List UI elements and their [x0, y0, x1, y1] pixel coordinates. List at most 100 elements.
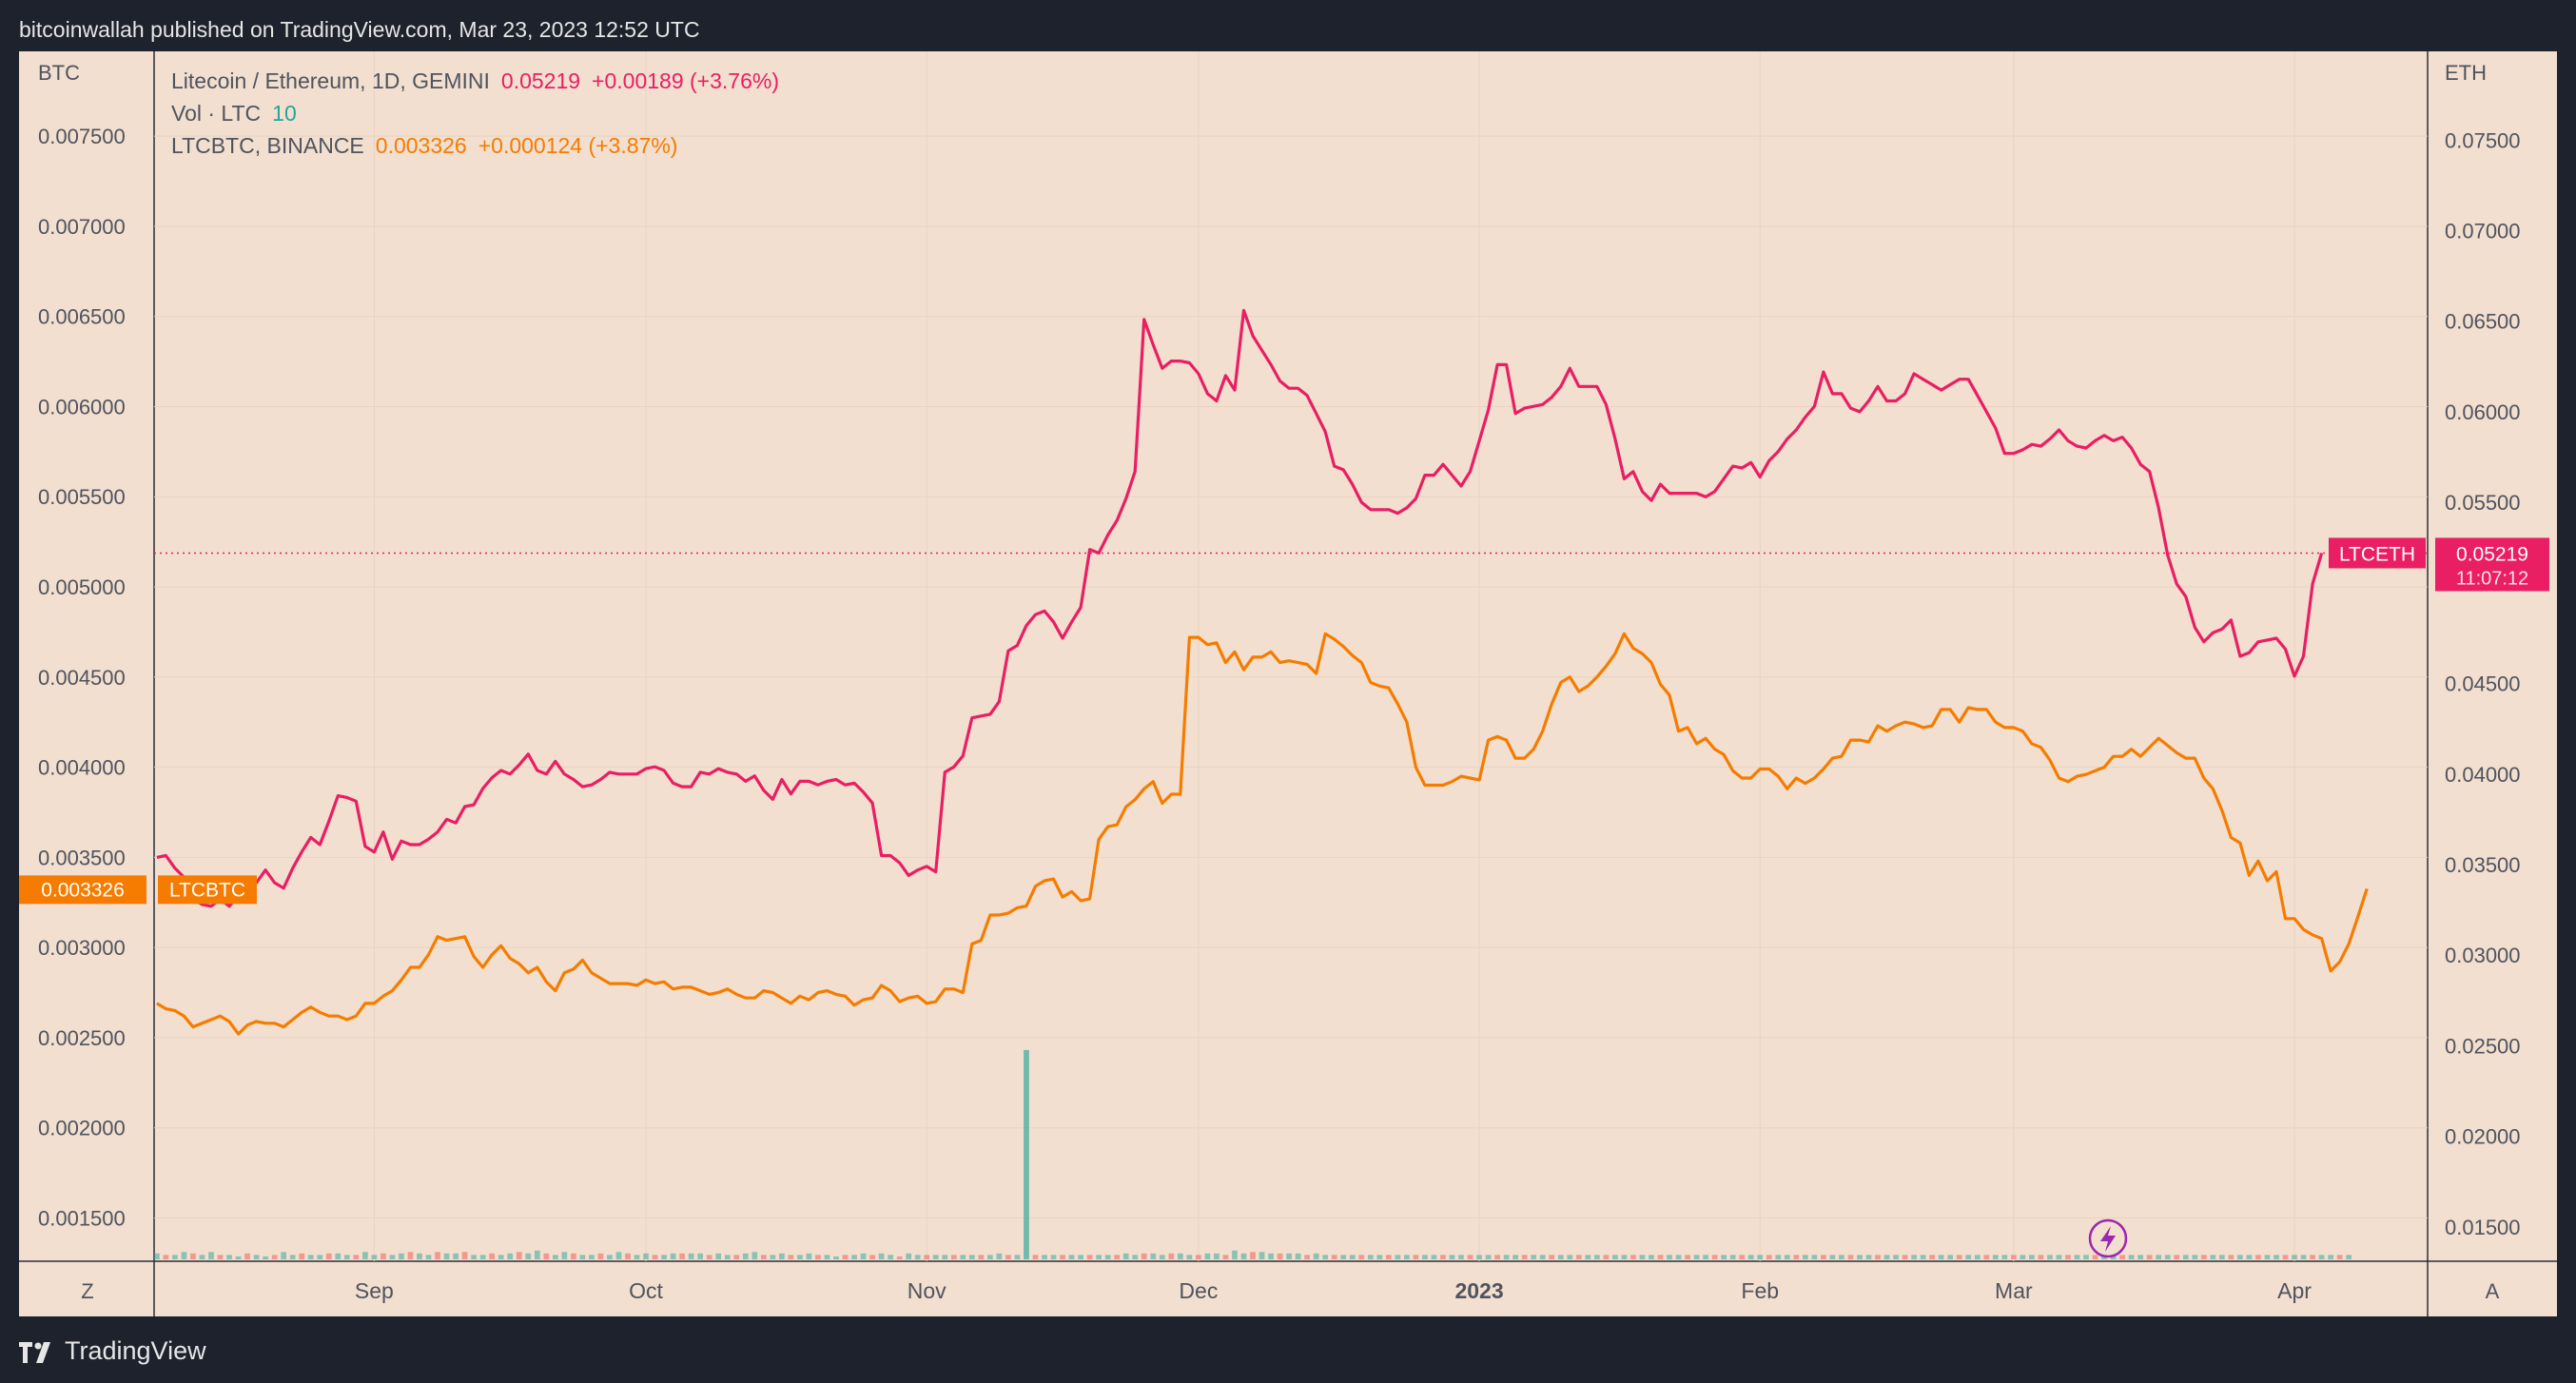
right-tick-label: 0.02000	[2445, 1125, 2521, 1149]
volume-bar	[688, 1253, 694, 1259]
volume-bar	[2056, 1255, 2062, 1259]
lightning-icon[interactable]	[2088, 1218, 2128, 1258]
volume-bar	[597, 1253, 604, 1259]
volume-bar	[1875, 1255, 1881, 1259]
volume-bar	[1050, 1255, 1057, 1259]
volume-bar	[1847, 1255, 1854, 1259]
legend-symbol-volume[interactable]: Vol · LTC	[171, 101, 262, 126]
price-lines	[154, 308, 2428, 1036]
tradingview-brand: TradingView	[65, 1335, 206, 1365]
volume-bar	[2282, 1255, 2289, 1259]
ltceth-price-badge-text: 0.05219	[2456, 543, 2528, 565]
volume-bar	[1168, 1253, 1175, 1259]
volume-bar	[706, 1255, 712, 1259]
volume-bar	[172, 1255, 178, 1259]
volume-bar	[634, 1255, 640, 1259]
volume-bar	[154, 1253, 160, 1259]
ltcbtc-line	[156, 632, 2369, 1036]
legend-symbol-ltceth[interactable]: Litecoin / Ethereum, 1D, GEMINI	[171, 68, 490, 93]
volume-bar	[1821, 1255, 1826, 1259]
volume-bar	[615, 1252, 622, 1259]
volume-bar	[1358, 1255, 1365, 1259]
auto-scale-button[interactable]: A	[2486, 1279, 2500, 1303]
volume-bar	[235, 1256, 242, 1259]
volume-bar	[724, 1255, 731, 1259]
volume-bar	[2010, 1255, 2017, 1259]
time-axis: Sep Oct Nov Dec 2023 Feb Mar Apr Z A	[81, 1278, 2499, 1303]
volume-bar	[1739, 1255, 1746, 1259]
volume-bar	[1983, 1255, 1990, 1259]
volume-bar	[1839, 1255, 1844, 1259]
volume-bar	[788, 1255, 794, 1259]
volume-bar	[932, 1255, 939, 1259]
volume-bar	[968, 1255, 975, 1259]
lightning-icon-bolt	[2100, 1226, 2116, 1252]
volume-bar	[1222, 1255, 1229, 1259]
volume-bar	[226, 1255, 232, 1259]
volume-bar	[435, 1252, 440, 1259]
volume-bars	[154, 1049, 2352, 1259]
left-axis-title: BTC	[38, 61, 80, 85]
volume-bar	[1449, 1255, 1455, 1259]
volume-bar	[1667, 1255, 1672, 1259]
volume-bar	[1649, 1255, 1654, 1259]
volume-bar	[1685, 1255, 1690, 1259]
chart-background	[19, 51, 2557, 1316]
timezone-button[interactable]: Z	[81, 1279, 93, 1303]
left-tick-label: 0.005500	[38, 485, 126, 509]
volume-bar	[1766, 1255, 1772, 1259]
volume-bar	[163, 1255, 169, 1259]
volume-bar	[643, 1253, 649, 1259]
volume-bar	[1268, 1253, 1274, 1259]
left-tick-label: 0.005000	[38, 575, 126, 599]
volume-bar	[1440, 1255, 1446, 1259]
legend-symbol-ltcbtc[interactable]: LTCBTC, BINANCE	[171, 133, 364, 158]
volume-bar	[190, 1253, 196, 1259]
volume-bar	[1929, 1255, 1936, 1259]
right-axis-title: ETH	[2445, 61, 2487, 85]
volume-bar	[1521, 1255, 1528, 1259]
volume-bar	[2164, 1255, 2171, 1259]
volume-bar	[399, 1253, 404, 1259]
volume-bar	[2228, 1255, 2234, 1259]
volume-bar	[751, 1252, 758, 1259]
left-tick-label: 0.002000	[38, 1117, 126, 1140]
volume-bar	[815, 1255, 821, 1259]
right-tick-label: 0.04500	[2445, 672, 2521, 696]
volume-bar	[1404, 1255, 1410, 1259]
volume-bar	[1992, 1255, 1999, 1259]
volume-bar	[2300, 1255, 2307, 1259]
right-tick-label: 0.03000	[2445, 944, 2521, 967]
volume-bar	[1757, 1255, 1764, 1259]
volume-bar	[1186, 1255, 1193, 1259]
left-tick-label: 0.003000	[38, 936, 126, 960]
chart-svg[interactable]: BTC 0.007500 0.007000 0.006500 0.006000 0.005…	[19, 51, 2557, 1316]
volume-bar	[1086, 1255, 1093, 1259]
volume-bar	[1277, 1253, 1283, 1259]
volume-bar	[760, 1255, 767, 1259]
volume-bar	[652, 1255, 658, 1259]
volume-bar	[1259, 1252, 1265, 1259]
volume-bar	[1132, 1255, 1139, 1259]
volume-bar	[1286, 1253, 1292, 1259]
volume-bar	[2318, 1255, 2325, 1259]
volume-bar	[1711, 1255, 1718, 1259]
volume-bar	[1920, 1255, 1926, 1259]
volume-bar	[181, 1252, 187, 1259]
right-tick-label: 0.02500	[2445, 1034, 2521, 1058]
volume-bar	[353, 1255, 360, 1259]
volume-bar	[1042, 1255, 1047, 1259]
volume-bar	[1657, 1255, 1664, 1259]
volume-bar	[281, 1252, 287, 1259]
volume-bar	[2146, 1255, 2153, 1259]
volume-bar	[2083, 1255, 2089, 1259]
volume-bar	[978, 1255, 985, 1259]
volume-bar	[1295, 1253, 1301, 1259]
right-tick-label: 0.04000	[2445, 763, 2521, 787]
volume-bar	[2246, 1255, 2253, 1259]
volume-bar	[489, 1253, 496, 1259]
volume-bar	[1793, 1255, 1800, 1259]
right-tick-label: 0.03500	[2445, 853, 2521, 877]
volume-bar	[1204, 1253, 1211, 1259]
volume-bar	[1367, 1255, 1374, 1259]
